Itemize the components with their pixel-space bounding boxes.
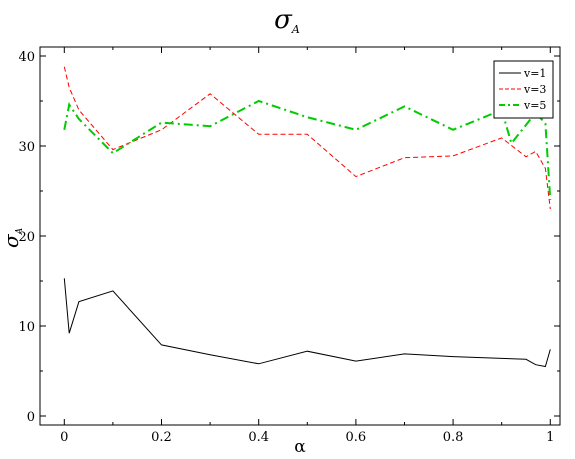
x-axis-ticks: 0 0.2 0.4 0.6 0.8 1: [60, 47, 554, 445]
axis-labels: α σA: [0, 227, 306, 457]
x-tick-label: 0.6: [346, 430, 367, 445]
title-subscript: A: [291, 23, 300, 36]
series-line-v1: [63, 278, 551, 368]
y-tick-label: 10: [18, 320, 35, 335]
series-line-v5: [63, 99, 552, 201]
legend-label: v=5: [523, 99, 546, 112]
legend-label: v=1: [523, 67, 546, 80]
y-tick-label: 0: [27, 410, 35, 425]
x-tick-label: 1: [546, 430, 554, 445]
y-tick-label: 20: [18, 230, 35, 245]
y-axis-label-subscript: A: [15, 227, 25, 235]
legend-label: v=3: [523, 83, 546, 96]
y-axis-label-symbol: σ: [0, 233, 23, 248]
x-axis-label: α: [294, 437, 306, 457]
y-axis-label: σA: [0, 227, 25, 248]
y-axis-ticks: 0 10 20 30 40: [18, 50, 560, 425]
y-tick-label: 40: [18, 50, 35, 65]
plot-area-frame: [39, 46, 561, 426]
series-layer: [63, 66, 552, 368]
x-tick-label: 0: [60, 430, 68, 445]
legend: v=1 v=3 v=5: [493, 60, 554, 119]
chart-title: σA: [274, 5, 300, 36]
x-tick-label: 0.2: [151, 430, 172, 445]
y-tick-label: 30: [18, 140, 35, 155]
x-tick-label: 0.8: [443, 430, 464, 445]
x-tick-label: 0.4: [248, 430, 269, 445]
title-symbol: σ: [274, 5, 293, 35]
legend-box: [493, 60, 554, 119]
chart-title-text: σA: [274, 5, 300, 36]
series-line-v3: [63, 66, 551, 210]
